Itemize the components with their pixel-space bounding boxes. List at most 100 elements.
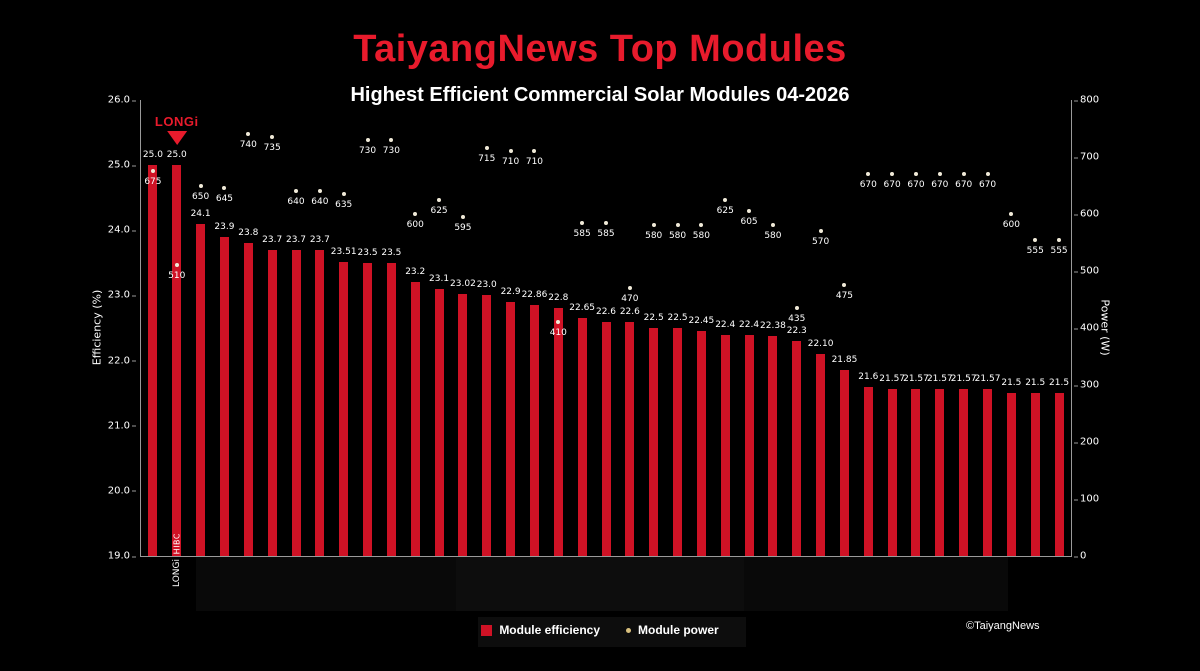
y-tick-label: 200 <box>1074 437 1110 448</box>
redacted-label-block <box>196 557 456 611</box>
efficiency-legend-label: Module efficiency <box>499 623 600 637</box>
efficiency-value-label: 22.10 <box>807 339 834 350</box>
efficiency-value-label: 21.57 <box>926 373 953 384</box>
power-dot <box>723 197 728 202</box>
power-dot <box>150 169 155 174</box>
efficiency-value-label: 22.65 <box>569 303 596 314</box>
legend: Module efficiency Module power <box>0 623 1200 637</box>
efficiency-bar <box>458 294 468 556</box>
power-value-label: 640 <box>287 197 305 208</box>
efficiency-bar <box>410 282 420 556</box>
efficiency-bar <box>649 328 659 556</box>
power-dot <box>246 132 251 137</box>
power-value-label: 625 <box>716 205 734 216</box>
power-dot <box>961 172 966 177</box>
legend-item-power: Module power <box>626 623 719 637</box>
efficiency-value-label: 22.5 <box>667 313 688 323</box>
efficiency-bar <box>148 165 158 556</box>
efficiency-bar <box>553 308 563 556</box>
power-dot <box>627 286 632 291</box>
power-dot <box>770 223 775 228</box>
power-dot <box>484 146 489 151</box>
efficiency-value-label: 23.51 <box>330 247 357 258</box>
power-value-label: 730 <box>358 145 377 156</box>
efficiency-value-label: 21.57 <box>950 373 977 384</box>
y-tick-label: 19.0 <box>100 551 136 562</box>
power-value-label: 475 <box>835 291 854 302</box>
efficiency-swatch-icon <box>481 624 493 636</box>
power-dot <box>937 172 942 177</box>
power-value-label: 600 <box>406 220 424 230</box>
page-title: TaiyangNews Top Modules <box>353 28 847 70</box>
power-legend-label: Module power <box>638 623 719 637</box>
efficiency-bar <box>172 165 182 556</box>
y-tick-label: 100 <box>1074 494 1110 505</box>
efficiency-value-label: 21.85 <box>831 355 858 366</box>
power-value-label: 595 <box>454 222 472 233</box>
power-value-label: 710 <box>525 157 544 168</box>
power-dot <box>508 149 513 154</box>
power-value-label: 605 <box>740 217 758 228</box>
efficiency-value-label: 25.0 <box>142 150 163 161</box>
power-value-label: 650 <box>192 191 210 202</box>
efficiency-bar <box>720 334 730 556</box>
power-dot <box>365 137 370 142</box>
power-dot <box>556 320 561 325</box>
efficiency-value-label: 22.4 <box>739 319 760 330</box>
efficiency-value-label: 23.1 <box>429 273 450 284</box>
efficiency-bar <box>1006 393 1016 556</box>
efficiency-bar <box>243 243 253 556</box>
efficiency-value-label: 23.7 <box>262 234 283 245</box>
efficiency-bar <box>673 328 683 556</box>
efficiency-bar <box>482 295 492 556</box>
power-dot <box>532 149 537 154</box>
power-value-label: 710 <box>502 157 520 168</box>
efficiency-bar <box>267 249 277 556</box>
left-axis-ticks: 26.0 25.0 24.0 23.0 22.0 21.0 20.0 19.0 <box>100 95 136 562</box>
efficiency-bar <box>363 262 373 556</box>
power-value-label: 640 <box>311 197 329 208</box>
power-value-label: 510 <box>168 271 186 282</box>
power-dot <box>890 172 895 177</box>
redacted-label-block <box>744 557 1008 611</box>
y-tick-label: 25.0 <box>100 160 136 171</box>
plot-area: LONGi 25.0 675 25.0 510 HIBC LONGi 24.1 650 23.9… <box>140 100 1072 587</box>
efficiency-value-label: 22.6 <box>619 306 640 317</box>
efficiency-bar <box>935 388 945 556</box>
efficiency-bar <box>625 321 635 556</box>
efficiency-value-label: 22.5 <box>643 313 664 323</box>
power-value-label: 470 <box>621 294 639 305</box>
efficiency-bar <box>887 388 897 556</box>
power-value-label: 410 <box>549 328 567 339</box>
efficiency-bar <box>291 249 301 556</box>
efficiency-bar <box>911 388 921 556</box>
power-dot <box>317 189 322 194</box>
power-value-label: 435 <box>788 314 806 325</box>
efficiency-value-label: 24.1 <box>190 208 211 219</box>
power-dot <box>580 220 585 225</box>
power-value-label: 670 <box>931 180 949 191</box>
power-value-label: 580 <box>692 231 710 242</box>
efficiency-value-label: 21.6 <box>858 371 879 382</box>
efficiency-bar <box>768 335 778 556</box>
efficiency-bar <box>196 223 206 556</box>
efficiency-bar <box>529 304 539 556</box>
power-value-label: 555 <box>1050 245 1068 256</box>
efficiency-bar <box>839 370 849 556</box>
efficiency-value-label: 21.57 <box>974 373 1001 384</box>
power-value-label: 585 <box>597 228 615 239</box>
efficiency-bar <box>863 386 873 556</box>
power-dot <box>294 189 298 194</box>
power-dot <box>651 223 656 228</box>
efficiency-value-label: 23.7 <box>309 234 330 245</box>
efficiency-value-label: 23.7 <box>285 234 307 245</box>
efficiency-value-label: 21.5 <box>1001 378 1022 389</box>
power-dot <box>437 197 442 202</box>
power-dot <box>913 172 918 177</box>
efficiency-value-label: 23.8 <box>238 228 259 239</box>
page-subtitle: Highest Efficient Commercial Solar Modul… <box>350 84 850 106</box>
power-value-label: 645 <box>215 194 234 205</box>
efficiency-value-label: 21.57 <box>879 373 906 384</box>
y-tick-label: 22.0 <box>100 355 136 366</box>
legend-backdrop <box>478 617 746 647</box>
